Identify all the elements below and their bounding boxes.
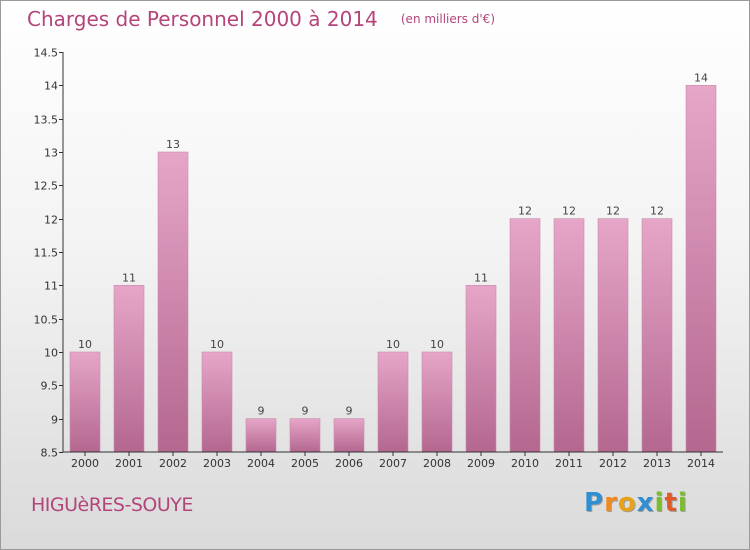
bar-value-label: 9 xyxy=(258,405,265,418)
y-tick-label: 8.5 xyxy=(41,447,59,460)
x-tick-label: 2005 xyxy=(291,457,319,470)
y-tick-label: 13 xyxy=(44,147,58,160)
bar xyxy=(113,285,145,453)
y-tick-label: 13.5 xyxy=(34,114,59,127)
bar xyxy=(157,151,189,453)
y-tick-label: 10 xyxy=(44,347,58,360)
bar xyxy=(333,418,365,453)
x-tick-label: 2006 xyxy=(335,457,363,470)
bar xyxy=(641,218,673,453)
y-tick-label: 12 xyxy=(44,214,58,227)
y-axis: 8.5 9 9.5 10 10.5 11 11.5 12 12.5 13 13.5 14 14.5 xyxy=(34,47,64,460)
y-tick-label: 12.5 xyxy=(34,180,59,193)
bar-value-label: 13 xyxy=(166,138,180,151)
x-tick-label: 2009 xyxy=(467,457,495,470)
bar xyxy=(597,218,629,453)
bar xyxy=(685,85,717,453)
x-tick-label: 2014 xyxy=(687,457,715,470)
x-tick-label: 2010 xyxy=(511,457,539,470)
bar-value-label: 12 xyxy=(562,205,576,218)
y-tick-label: 9 xyxy=(51,414,58,427)
y-tick-label: 11.5 xyxy=(34,247,59,260)
chart-title-main: Charges de Personnel 2000 à 2014 xyxy=(27,7,378,31)
bar-value-label: 14 xyxy=(694,71,708,84)
x-tick-label: 2002 xyxy=(159,457,187,470)
bar-value-label: 11 xyxy=(122,271,136,284)
bar-value-label: 10 xyxy=(210,338,224,351)
chart-title: Charges de Personnel 2000 à 2014 (en mil… xyxy=(27,7,495,31)
x-tick-label: 2003 xyxy=(203,457,231,470)
x-tick-label: 2011 xyxy=(555,457,583,470)
bar xyxy=(465,285,497,453)
y-tick-label: 9.5 xyxy=(41,380,59,393)
bar xyxy=(289,418,321,453)
x-tick-label: 2012 xyxy=(599,457,627,470)
bar xyxy=(553,218,585,453)
bar xyxy=(509,218,541,453)
x-tick-label: 2013 xyxy=(643,457,671,470)
bar-value-label: 10 xyxy=(386,338,400,351)
bar-value-label: 11 xyxy=(474,271,488,284)
x-tick-label: 2004 xyxy=(247,457,275,470)
bar-value-label: 12 xyxy=(650,205,664,218)
y-tick-label: 11 xyxy=(44,280,58,293)
bar xyxy=(245,418,277,453)
bar-value-label: 12 xyxy=(606,205,620,218)
x-tick-label: 2007 xyxy=(379,457,407,470)
bar xyxy=(377,351,409,453)
x-tick-label: 2008 xyxy=(423,457,451,470)
bars: 10 11 13 10 9 9 9 10 10 11 12 12 12 12 14 xyxy=(69,71,717,453)
bar xyxy=(201,351,233,453)
bar-value-label: 10 xyxy=(430,338,444,351)
bar xyxy=(421,351,453,453)
bar xyxy=(69,351,101,453)
bar-value-label: 10 xyxy=(78,338,92,351)
y-tick-label: 10.5 xyxy=(34,314,59,327)
y-tick-label: 14.5 xyxy=(34,47,59,60)
commune-name: HIGUèRES-SOUYE xyxy=(31,494,193,516)
bar-value-label: 9 xyxy=(302,405,309,418)
x-tick-label: 2001 xyxy=(115,457,143,470)
y-tick-label: 14 xyxy=(44,80,58,93)
x-tick-label: 2000 xyxy=(71,457,99,470)
chart-title-unit: (en milliers d'€) xyxy=(400,12,495,26)
x-axis: 2000 2001 2002 2003 2004 2005 2006 2007 2008 2009… xyxy=(63,451,723,470)
bar-value-label: 9 xyxy=(346,405,353,418)
bar-value-label: 12 xyxy=(518,205,532,218)
proxiti-logo: Proxiti xyxy=(584,488,688,518)
